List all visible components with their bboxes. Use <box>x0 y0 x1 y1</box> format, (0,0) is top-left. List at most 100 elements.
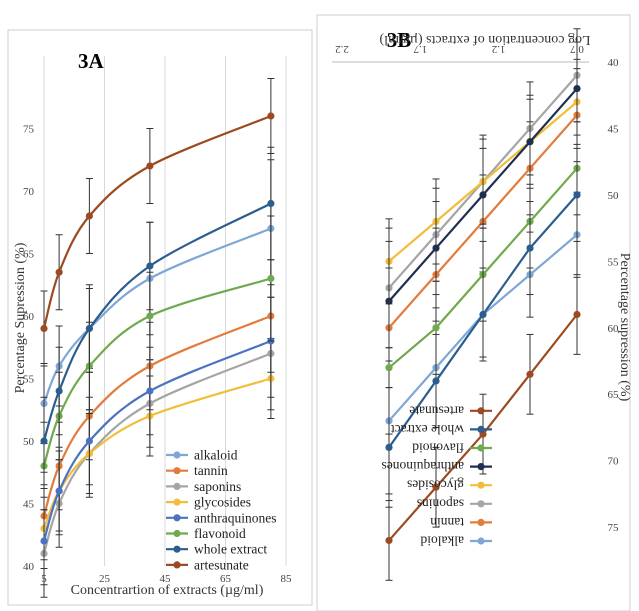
panel-3a-x-axis-label: Concentrartion of extracts (µg/ml) <box>71 583 264 598</box>
series-line <box>42 202 272 442</box>
legend-swatch-marker <box>477 444 485 452</box>
panel-3b-legend: alkaloid tannin saponins glycosides anthraqu… <box>382 403 492 549</box>
legend-item: anthraquinones <box>382 459 492 474</box>
y-tick-label: 50 <box>608 190 620 202</box>
legend-label: tannin <box>194 463 228 478</box>
data-point <box>432 324 440 332</box>
series-artesunate <box>40 78 275 367</box>
legend-swatch-marker <box>173 561 181 569</box>
data-point <box>40 437 48 445</box>
panel-3a-y-axis-label: Percentage Supression (%) <box>13 242 28 393</box>
y-tick-label: 55 <box>608 256 620 268</box>
data-point <box>479 310 487 319</box>
y-tick-label: 40 <box>608 57 620 69</box>
legend-item: alkaloid <box>420 534 492 549</box>
legend-swatch-marker <box>477 537 485 545</box>
legend-swatch-marker <box>477 425 485 433</box>
x-tick-label: 25 <box>99 573 111 585</box>
y-tick-label: 75 <box>23 124 35 136</box>
legend-label: whole extract <box>194 542 267 557</box>
legend-item: artesunate <box>166 557 249 572</box>
legend-swatch-marker <box>173 451 181 459</box>
data-point <box>146 262 154 270</box>
panel-3a-series <box>40 78 275 598</box>
data-point <box>40 537 48 545</box>
legend-swatch-marker <box>477 518 485 526</box>
legend-label: saponins <box>194 479 241 494</box>
legend-item: flavonoid <box>166 526 246 541</box>
legend-swatch-marker <box>173 467 181 475</box>
y-tick-label: 65 <box>23 249 35 261</box>
y-tick-label: 70 <box>23 186 35 198</box>
series-line <box>42 314 272 517</box>
legend-label: anthraquinones <box>194 510 276 525</box>
legend-item: whole extract <box>391 422 492 437</box>
series-line <box>42 114 272 329</box>
y-tick-label: 40 <box>23 561 35 573</box>
legend-label: flavonoid <box>194 526 246 541</box>
legend-label: saponins <box>417 496 464 511</box>
y-tick-label: 45 <box>608 123 620 135</box>
data-point <box>432 377 440 385</box>
data-point <box>385 536 393 545</box>
legend-item: flavonoid <box>412 441 492 456</box>
data-point <box>55 487 63 495</box>
data-point <box>85 324 93 333</box>
data-point <box>40 324 48 333</box>
panel-3b-series <box>385 28 581 581</box>
data-point <box>55 268 63 276</box>
data-point <box>385 364 393 372</box>
panel-3b-title: 3B <box>387 28 412 52</box>
data-point <box>479 191 487 199</box>
legend-swatch-marker <box>173 498 181 506</box>
series-whole-extract <box>40 146 275 486</box>
legend-item: artesunate <box>409 403 492 418</box>
data-point <box>573 191 581 199</box>
legend-swatch-marker <box>477 407 485 415</box>
x-tick-label: 65 <box>220 573 232 585</box>
panel-3b-x-axis-label: Log concentration of extracts (µg/ml) <box>379 32 590 47</box>
panel-3a-title: 3A <box>78 49 105 73</box>
data-point <box>267 274 275 283</box>
legend-label: glycosides <box>194 495 251 510</box>
y-tick-label: 65 <box>608 389 620 401</box>
series-line <box>42 339 272 542</box>
data-point <box>432 244 440 252</box>
data-point <box>573 310 581 319</box>
legend-item: tannin <box>166 463 228 478</box>
legend-swatch-marker <box>173 545 181 553</box>
legend-label: whole extract <box>391 422 464 437</box>
legend-item: alkaloid <box>166 448 238 463</box>
data-point <box>267 199 275 208</box>
legend-item: glycosides <box>166 495 251 510</box>
series-line <box>42 352 272 554</box>
data-point <box>85 437 93 445</box>
legend-item: glycosides <box>407 478 492 493</box>
legend-item: anthraquinones <box>166 510 276 525</box>
x-tick-label: 1.2 <box>492 43 506 55</box>
legend-swatch-marker <box>173 529 181 538</box>
y-tick-label: 60 <box>23 311 35 323</box>
y-tick-label: 45 <box>23 499 35 511</box>
legend-swatch-marker <box>477 500 485 508</box>
x-tick-label: 2.2 <box>335 43 349 55</box>
data-point <box>526 370 534 378</box>
data-point <box>385 443 393 451</box>
panel-3a: 5254565854045505560657075 3A Percentage … <box>7 29 313 606</box>
data-point <box>146 387 154 395</box>
legend-label: anthraquinones <box>382 459 464 474</box>
legend-label: alkaloid <box>420 534 464 549</box>
legend-swatch-marker <box>477 463 485 471</box>
legend-label: tannin <box>430 515 464 530</box>
legend-item: saponins <box>166 479 241 494</box>
legend-label: artesunate <box>194 557 249 572</box>
data-point <box>55 387 63 395</box>
panel-3b-y-axis-label: Percentage supression (%) <box>617 253 632 402</box>
legend-label: flavonoid <box>412 441 464 456</box>
legend-label: glycosides <box>407 478 464 493</box>
data-point <box>146 312 154 320</box>
y-tick-label: 75 <box>608 522 620 534</box>
